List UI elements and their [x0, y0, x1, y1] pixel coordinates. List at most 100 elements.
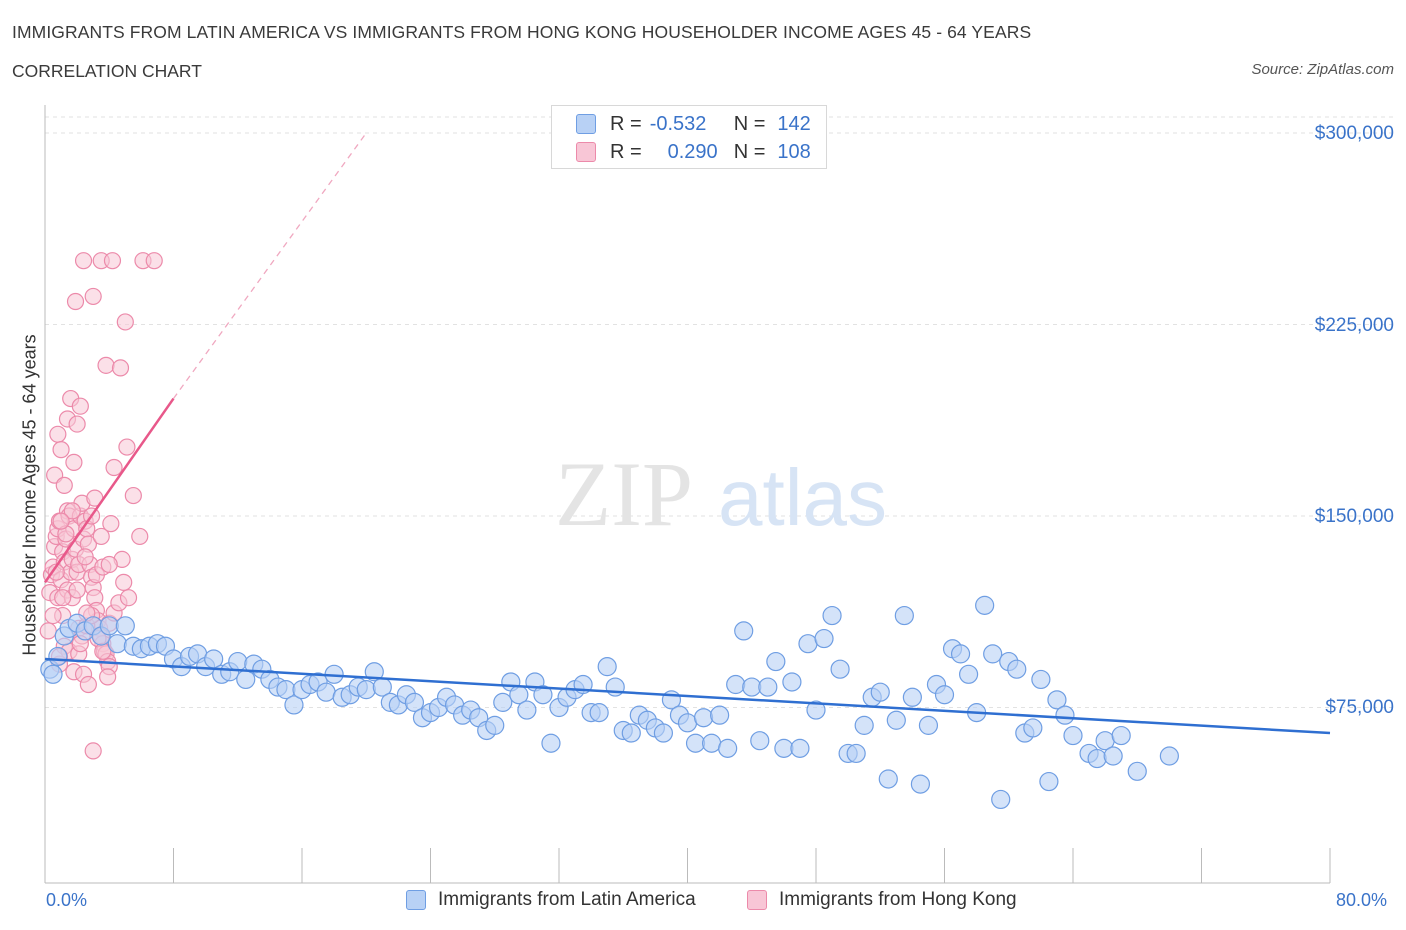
bottom-legend-hong-kong: Immigrants from Hong Kong [747, 889, 1017, 911]
latin-america-point [693, 708, 714, 728]
hong-kong-point [102, 515, 120, 533]
axes [44, 105, 1331, 884]
hong-kong-point [118, 438, 136, 456]
source-label: Source: ZipAtlas.com [1251, 61, 1394, 78]
hong-kong-point [97, 356, 115, 374]
legend-swatch-pink [576, 142, 596, 162]
latin-america-point [758, 677, 778, 697]
latin-america-point [950, 644, 971, 664]
gridlines [45, 116, 1394, 708]
latin-america-point [1159, 746, 1179, 766]
legend-r-value: -0.532 [649, 112, 707, 135]
legend-row-hong-kong: R = 0.290 N = 108 [576, 139, 811, 165]
latin-america-point [822, 605, 842, 626]
y-tick-75000: $75,000 [1325, 697, 1394, 718]
legend-r-label: R = [610, 112, 642, 135]
latin-america-point [983, 644, 1003, 664]
latin-america-point [894, 605, 914, 626]
y-axis-label: Householder Income Ages 45 - 64 years [19, 334, 40, 656]
latin-america-trend-line [44, 657, 1331, 735]
latin-america-point [1039, 771, 1059, 792]
latin-america-point [742, 677, 762, 697]
hong-kong-point [92, 527, 110, 546]
latin-america-point [1023, 718, 1043, 738]
latin-america-point [1031, 669, 1051, 690]
latin-america-point [918, 715, 939, 735]
latin-america-point [806, 700, 826, 720]
hong-kong-point [55, 476, 73, 494]
hong-kong-trend-line [43, 397, 175, 584]
chart-title: IMMIGRANTS FROM LATIN AMERICA VS IMMIGRA… [12, 22, 1032, 42]
watermark-zip: ZIP [555, 443, 693, 545]
hong-kong-point [76, 548, 94, 566]
legend-n-label: N = [733, 140, 766, 163]
latin-america-point [830, 659, 850, 679]
bottom-legend-latin-america: Immigrants from Latin America [406, 889, 696, 911]
latin-america-point [99, 616, 119, 636]
hong-kong-point [71, 397, 89, 415]
latin-america-point [878, 769, 898, 789]
hong-kong-point [145, 252, 163, 270]
y-tick-300000: $300,000 [1314, 123, 1394, 144]
latin-america-point [902, 687, 922, 707]
latin-america-point [870, 682, 890, 702]
hong-kong-point [79, 675, 97, 694]
latin-america-point [934, 685, 955, 705]
hong-kong-trend-extension [172, 132, 367, 399]
hong-kong-point [100, 555, 118, 574]
x-tick-max: 80.0% [1336, 890, 1388, 910]
latin-america-point [485, 715, 505, 735]
hong-kong-point [103, 252, 122, 270]
legend-row-latin-america: R = -0.532 N = 142 [576, 111, 811, 137]
bottom-legend-label: Immigrants from Latin America [438, 889, 696, 910]
legend-swatch-blue [576, 114, 596, 134]
latin-america-point [621, 723, 641, 743]
latin-america-point [48, 646, 68, 667]
latin-america-point [284, 695, 304, 715]
latin-america-point [541, 733, 561, 753]
latin-america-point [734, 621, 754, 641]
chart-subtitle: CORRELATION CHART [12, 61, 202, 81]
legend-n-label: N = [733, 112, 766, 135]
hong-kong-point [66, 292, 85, 311]
latin-america-point [910, 774, 931, 794]
latin-america-points [40, 595, 1179, 810]
latin-america-point [43, 664, 63, 684]
hong-kong-point [63, 502, 81, 520]
hong-kong-point [84, 742, 102, 760]
hong-kong-point [52, 512, 70, 530]
latin-america-point [404, 692, 425, 712]
hong-kong-points [39, 252, 163, 760]
latin-america-point [975, 595, 995, 615]
latin-america-point [798, 634, 818, 654]
hong-kong-point [124, 486, 142, 505]
hong-kong-point [111, 359, 130, 377]
latin-america-point [685, 733, 706, 753]
hong-kong-point [52, 441, 70, 459]
y-tick-225000: $225,000 [1314, 315, 1394, 336]
hong-kong-point [99, 668, 117, 686]
latin-america-point [1007, 659, 1027, 679]
bottom-legend-swatch-blue [406, 890, 426, 910]
latin-america-point [750, 731, 770, 751]
latin-america-point [814, 628, 834, 649]
latin-america-point [766, 651, 786, 672]
latin-america-point [107, 634, 127, 654]
y-tick-150000: $150,000 [1314, 506, 1394, 527]
hong-kong-point [65, 453, 83, 471]
latin-america-point [991, 789, 1011, 810]
hong-kong-point [39, 622, 57, 640]
latin-america-point [589, 703, 609, 723]
hong-kong-point [68, 415, 86, 433]
hong-kong-point [84, 287, 102, 306]
hong-kong-point [116, 313, 134, 331]
latin-america-point [1103, 746, 1123, 766]
latin-america-point [1055, 705, 1075, 725]
hong-kong-point [68, 581, 86, 599]
hong-kong-point [54, 589, 72, 607]
hong-kong-point [44, 606, 62, 625]
latin-america-point [710, 705, 730, 725]
hong-kong-point [105, 458, 123, 477]
watermark-atlas: atlas [718, 453, 887, 542]
